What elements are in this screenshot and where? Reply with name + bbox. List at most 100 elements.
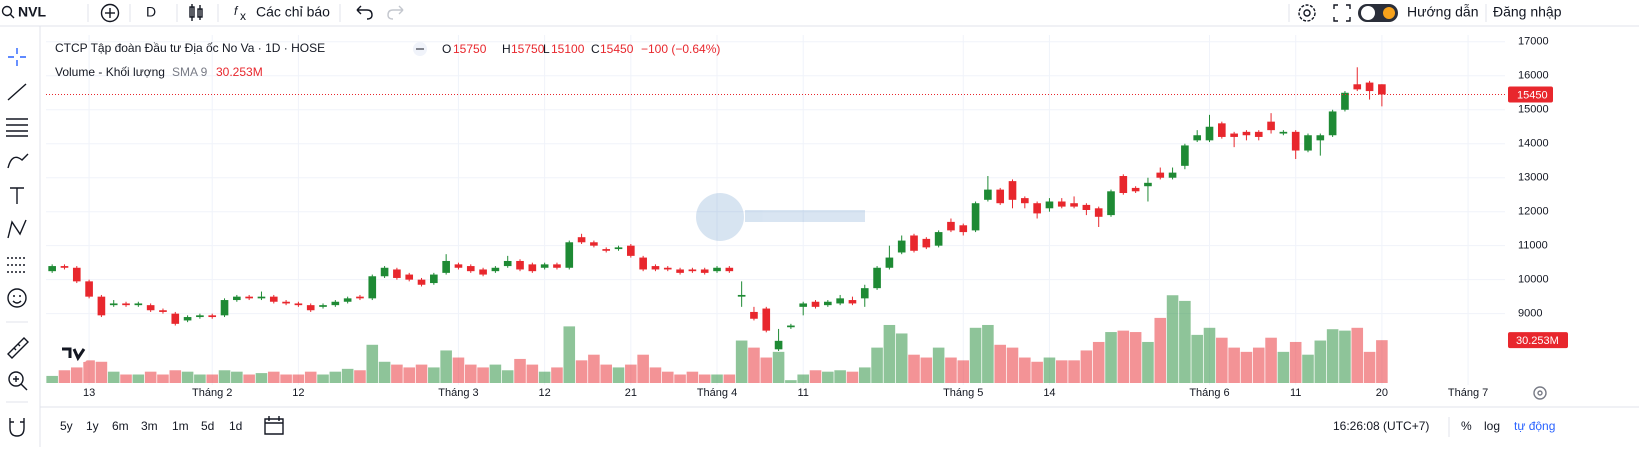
- y-tick-label: 11000: [1518, 240, 1548, 252]
- trend-line-tool[interactable]: [7, 83, 27, 101]
- range-button[interactable]: 1m: [172, 419, 189, 433]
- volume-bar: [994, 344, 1006, 383]
- close-label: C: [591, 42, 600, 56]
- change: −100 (−0.64%): [641, 42, 720, 56]
- candle-body: [1119, 176, 1128, 194]
- candle-body: [393, 269, 401, 278]
- x-tick-label: 14: [1043, 387, 1055, 399]
- candle-body: [171, 313, 180, 324]
- candle-body: [910, 235, 918, 251]
- candle-body: [1353, 84, 1362, 90]
- candle-body: [984, 189, 992, 200]
- indicators-button[interactable]: f x Các chỉ báo: [234, 4, 330, 23]
- volume-bar: [1314, 340, 1327, 383]
- percent-toggle[interactable]: %: [1461, 419, 1472, 433]
- goto-date[interactable]: [264, 416, 284, 435]
- candle-body: [1168, 172, 1177, 178]
- candle-body: [208, 315, 217, 318]
- volume-bar: [1351, 327, 1364, 383]
- range-button[interactable]: 3m: [141, 419, 158, 433]
- auto-toggle[interactable]: tự động: [1514, 419, 1555, 433]
- symbol[interactable]: NVL: [18, 4, 46, 20]
- candle-body: [331, 301, 340, 306]
- emoji-tool[interactable]: [7, 288, 27, 308]
- ruler-tool[interactable]: [7, 337, 29, 359]
- interval[interactable]: D: [146, 4, 156, 20]
- volume-bar: [120, 374, 132, 383]
- volume-bar: [292, 374, 305, 383]
- volume-bar: [797, 374, 809, 383]
- candle-body: [1341, 92, 1349, 110]
- volume-bar: [1055, 360, 1068, 383]
- text-tool[interactable]: [10, 187, 24, 204]
- open-label: O: [442, 42, 451, 56]
- brush-tool[interactable]: [7, 153, 29, 169]
- fullscreen[interactable]: [1333, 4, 1351, 22]
- redo[interactable]: [387, 5, 404, 20]
- candle-body: [466, 266, 475, 272]
- x-tick-label: Tháng 6: [1189, 387, 1229, 399]
- axis-settings[interactable]: [1533, 386, 1547, 400]
- indicators[interactable]: Các chỉ báo: [256, 4, 330, 20]
- candle-body: [873, 267, 881, 289]
- candle-body: [97, 296, 106, 316]
- volume-bar: [809, 370, 822, 383]
- zoom-tool[interactable]: [8, 371, 28, 391]
- candle-body: [565, 242, 574, 268]
- volume-bar: [1179, 300, 1191, 383]
- left-toolbar: [6, 48, 29, 437]
- prediction-tool[interactable]: [7, 257, 27, 273]
- volume-bar: [612, 367, 625, 383]
- candle-body: [479, 269, 487, 275]
- undo[interactable]: [356, 5, 373, 20]
- volume-bar: [464, 364, 477, 383]
- volume-bar: [1031, 361, 1043, 383]
- chart-style-button[interactable]: [189, 4, 203, 21]
- login[interactable]: Đăng nhập: [1493, 4, 1562, 20]
- candle-body: [1328, 111, 1337, 136]
- candle-body: [368, 276, 377, 299]
- fx-icon: f: [234, 4, 239, 18]
- crosshair-tool[interactable]: [8, 48, 26, 66]
- range-button[interactable]: 5d: [201, 419, 214, 433]
- range-button[interactable]: 1d: [229, 419, 242, 433]
- volume-bar: [95, 361, 108, 383]
- ohlc-legend: O 15750 H 15750 L 15100 C 15450 −100 (−0…: [413, 42, 720, 56]
- compare-button[interactable]: [100, 3, 120, 23]
- volume-bar: [489, 364, 502, 383]
- candle-body: [1021, 198, 1029, 204]
- volume-bar: [1240, 351, 1253, 383]
- pattern-tool[interactable]: [7, 219, 27, 239]
- volume-bar: [1019, 357, 1031, 383]
- range-button[interactable]: 5y: [60, 419, 73, 433]
- candle-body: [516, 260, 524, 270]
- fib-tool[interactable]: [6, 118, 28, 137]
- candle-body: [947, 221, 955, 231]
- candle-body: [602, 249, 611, 251]
- candle-body: [713, 267, 721, 272]
- candle-body: [885, 257, 894, 268]
- volume-bar: [600, 364, 612, 383]
- volume-last-box: [1508, 332, 1568, 349]
- log-toggle[interactable]: log: [1484, 419, 1500, 433]
- volume-bar: [428, 367, 440, 383]
- candle-body: [1156, 172, 1165, 178]
- guide[interactable]: Hướng dẫn: [1407, 4, 1478, 20]
- candle-body: [1254, 131, 1263, 137]
- candle-body: [1045, 201, 1054, 209]
- symbol-search[interactable]: NVL: [1, 4, 47, 20]
- volume-bar: [1277, 351, 1290, 383]
- volume-bar: [477, 367, 489, 383]
- volume-bar: [46, 375, 58, 383]
- volume-bar: [858, 367, 871, 383]
- candle-body: [245, 296, 253, 299]
- range-button[interactable]: 1y: [86, 419, 99, 433]
- candle-body: [405, 274, 414, 280]
- range-button[interactable]: 6m: [112, 419, 129, 433]
- volume-bar: [674, 374, 686, 383]
- candle-body: [442, 260, 450, 273]
- magnet-tool[interactable]: [9, 418, 25, 437]
- theme-toggle[interactable]: [1358, 4, 1398, 22]
- candle-body: [1218, 123, 1226, 137]
- settings[interactable]: [1298, 4, 1316, 22]
